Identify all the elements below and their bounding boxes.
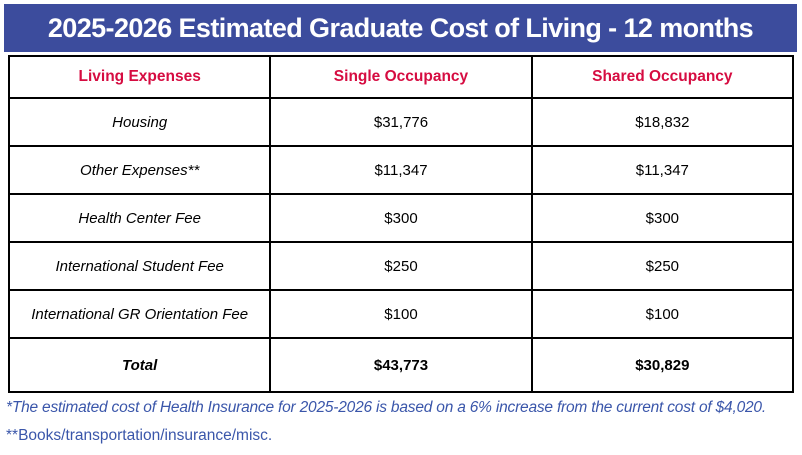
table-header-row: Living Expenses Single Occupancy Shared … — [7, 55, 795, 99]
column-header-shared-occupancy: Shared Occupancy — [530, 55, 795, 99]
column-header-single-occupancy: Single Occupancy — [269, 55, 533, 99]
table-row-international-student-fee: International Student Fee $250 $250 — [7, 241, 795, 291]
single-occupancy-value: $300 — [269, 193, 533, 243]
total-label: Total — [7, 337, 272, 393]
footnote-other-expenses: **Books/transportation/insurance/misc. — [6, 427, 273, 444]
page-title: 2025-2026 Estimated Graduate Cost of Liv… — [47, 12, 754, 43]
row-label: International Student Fee — [7, 241, 272, 291]
single-occupancy-value: $11,347 — [269, 145, 533, 195]
shared-occupancy-value: $100 — [530, 289, 795, 339]
shared-occupancy-value: $18,832 — [530, 97, 795, 147]
footnote-health-insurance: *The estimated cost of Health Insurance … — [6, 399, 766, 416]
table-total-row: Total $43,773 $30,829 — [7, 337, 795, 393]
single-occupancy-value: $250 — [269, 241, 533, 291]
footnotes: *The estimated cost of Health Insurance … — [6, 399, 798, 445]
total-shared-occupancy-value: $30,829 — [530, 337, 795, 393]
column-header-living-expenses: Living Expenses — [7, 55, 272, 99]
shared-occupancy-value: $11,347 — [530, 145, 795, 195]
row-label: Housing — [7, 97, 272, 147]
cost-of-living-table: Living Expenses Single Occupancy Shared … — [7, 55, 795, 393]
row-label: Health Center Fee — [7, 193, 272, 243]
row-label: Other Expenses** — [7, 145, 272, 195]
table-row-other-expenses: Other Expenses** $11,347 $11,347 — [7, 145, 795, 195]
title-banner: 2025-2026 Estimated Graduate Cost of Liv… — [4, 4, 797, 52]
shared-occupancy-value: $300 — [530, 193, 795, 243]
shared-occupancy-value: $250 — [530, 241, 795, 291]
table-row-international-gr-orientation-fee: International GR Orientation Fee $100 $1… — [7, 289, 795, 339]
single-occupancy-value: $100 — [269, 289, 533, 339]
row-label: International GR Orientation Fee — [7, 289, 272, 339]
table-row-health-center-fee: Health Center Fee $300 $300 — [7, 193, 795, 243]
total-single-occupancy-value: $43,773 — [269, 337, 533, 393]
single-occupancy-value: $31,776 — [269, 97, 533, 147]
table-row-housing: Housing $31,776 $18,832 — [7, 97, 795, 147]
